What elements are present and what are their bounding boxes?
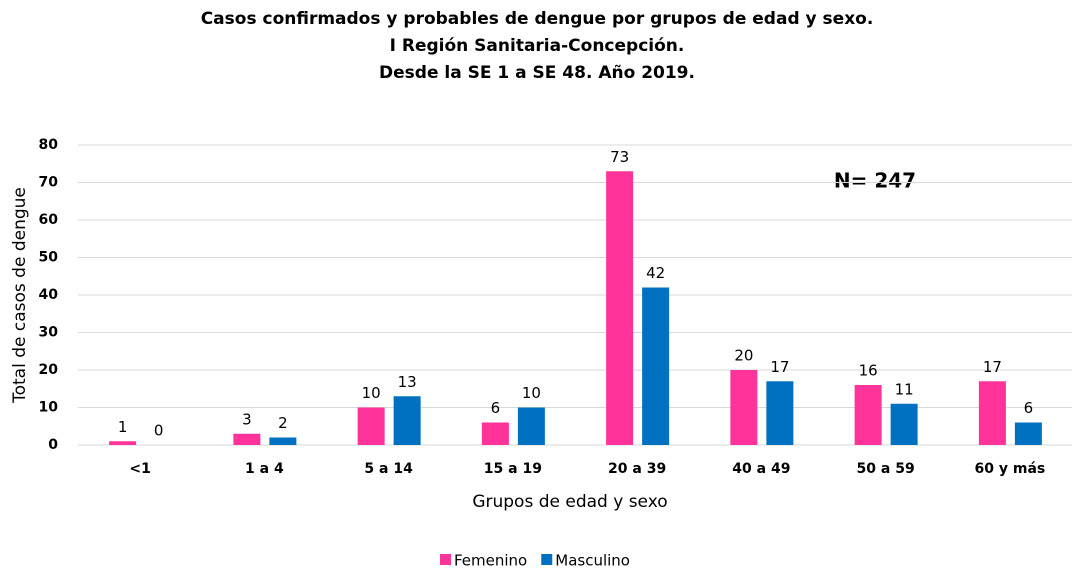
bar [1014, 422, 1042, 445]
chart-title: I Región Sanitaria-Concepción. [390, 36, 685, 56]
y-tick-label: 0 [48, 437, 58, 453]
bar [766, 381, 794, 445]
bar [854, 385, 882, 445]
y-tick-label: 50 [39, 250, 59, 266]
bar [357, 407, 385, 445]
x-tick-label: <1 [129, 461, 150, 477]
x-tick-label: 40 a 49 [732, 461, 790, 477]
annotation: N= 247 [834, 169, 916, 193]
y-tick-label: 10 [39, 400, 59, 416]
chart-title: Casos confirmados y probables de dengue … [201, 9, 874, 29]
bar [890, 403, 918, 445]
value-label: 20 [734, 347, 753, 365]
value-label: 3 [242, 410, 252, 428]
x-axis-title: Grupos de edad y sexo [472, 492, 667, 512]
y-tick-label: 70 [39, 175, 59, 191]
value-label: 17 [770, 358, 789, 376]
value-label: 2 [278, 414, 288, 432]
value-label: 0 [154, 422, 164, 440]
bar [109, 441, 137, 445]
bar [730, 370, 758, 445]
bar [606, 171, 634, 445]
bar [393, 396, 421, 445]
value-label: 1 [118, 418, 128, 436]
value-label: 17 [983, 358, 1002, 376]
x-tick-label: 1 a 4 [245, 461, 284, 477]
legend-swatch [440, 554, 451, 565]
x-tick-label: 50 a 59 [857, 461, 915, 477]
value-label: 11 [895, 380, 914, 398]
y-tick-label: 80 [39, 137, 59, 153]
bar [233, 433, 261, 445]
value-label: 6 [1024, 399, 1034, 417]
value-label: 16 [859, 362, 878, 380]
bar [642, 287, 670, 445]
y-axis-title: Total de casos de dengue [10, 187, 30, 404]
x-tick-label: 15 a 19 [484, 461, 542, 477]
x-tick-label: 20 a 39 [608, 461, 666, 477]
x-tick-label: 60 y más [975, 461, 1046, 477]
y-tick-label: 20 [39, 362, 59, 378]
legend-swatch [541, 554, 553, 565]
bar [481, 422, 509, 445]
legend-label: Masculino [555, 552, 630, 570]
y-tick-label: 60 [39, 212, 59, 228]
y-tick-label: 30 [39, 325, 59, 341]
y-tick-label: 40 [39, 287, 59, 303]
x-tick-label: 5 a 14 [364, 461, 413, 477]
value-label: 42 [646, 264, 665, 282]
chart-title: Desde la SE 1 a SE 48. Año 2019. [379, 63, 695, 83]
legend-label: Femenino [454, 552, 527, 570]
bar [517, 407, 545, 445]
value-label: 13 [398, 373, 417, 391]
bar [978, 381, 1006, 445]
value-label: 10 [522, 384, 541, 402]
value-label: 10 [362, 384, 381, 402]
value-label: 6 [491, 399, 501, 417]
bar [269, 437, 297, 445]
value-label: 73 [610, 148, 629, 166]
